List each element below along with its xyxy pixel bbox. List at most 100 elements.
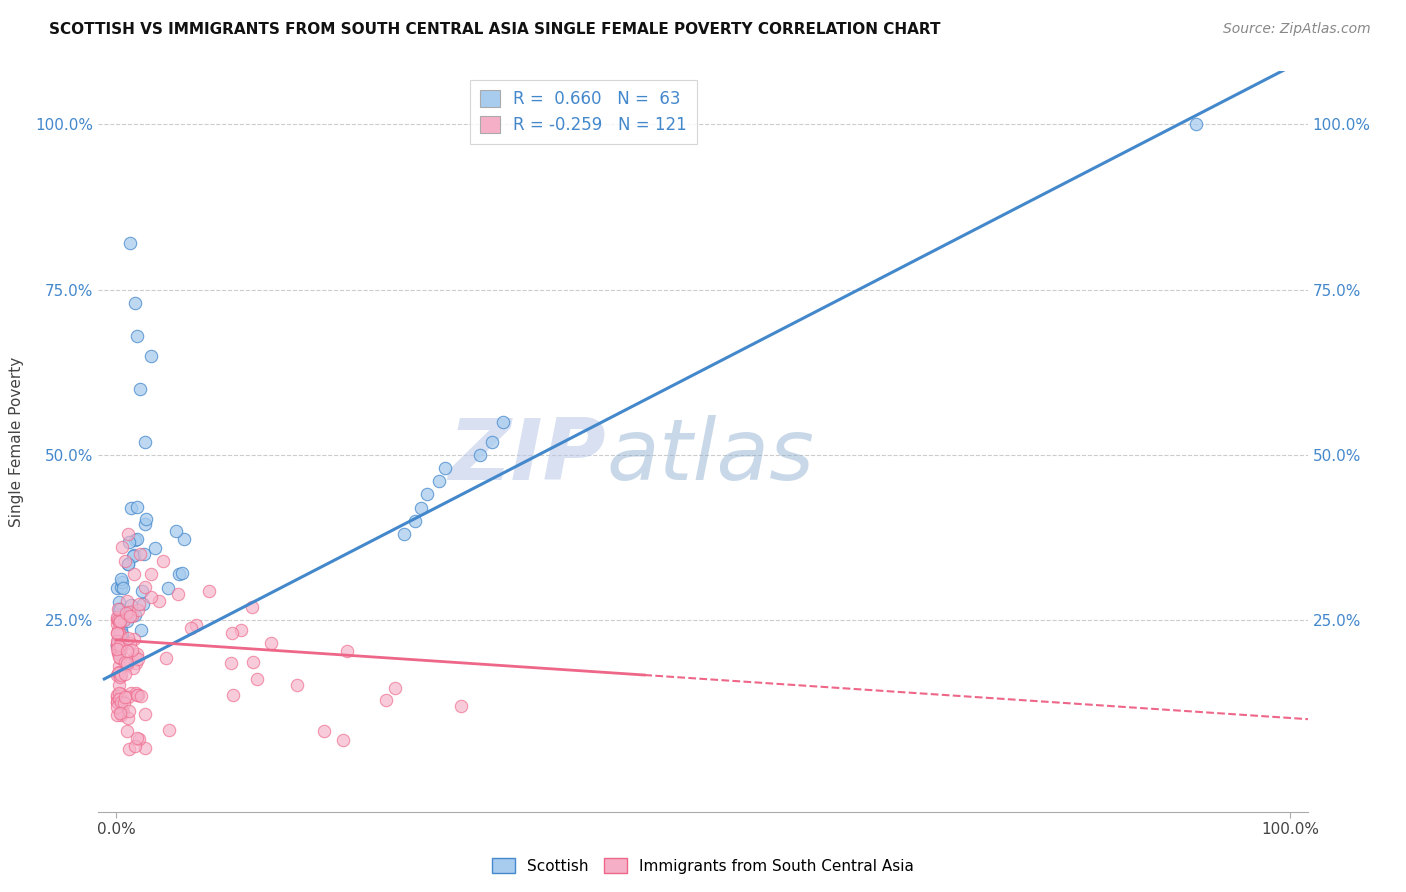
Point [427, 474, 450, 488]
Point [107, 637, 129, 651]
Point [117, 557, 139, 571]
Point [157, 582, 180, 596]
Point [107, 645, 129, 659]
Point [110, 706, 132, 720]
Point [118, 636, 141, 650]
Point [110, 694, 132, 708]
Point [127, 651, 149, 665]
Point [118, 704, 141, 718]
Point [117, 605, 139, 619]
Point [125, 532, 148, 546]
Point [120, 236, 142, 251]
Point [110, 703, 132, 717]
Point [132, 597, 155, 611]
Point [285, 678, 308, 692]
Point [134, 707, 156, 722]
Point [105, 641, 128, 656]
Text: Source: ZipAtlas.com: Source: ZipAtlas.com [1223, 22, 1371, 37]
Point [117, 658, 139, 673]
Point [107, 640, 129, 654]
Point [110, 708, 132, 723]
Point [111, 541, 134, 555]
Point [107, 595, 129, 609]
Point [141, 590, 163, 604]
Point [124, 533, 146, 548]
Point [127, 602, 149, 616]
Point [314, 724, 336, 739]
Point [110, 687, 132, 701]
Point [121, 642, 143, 657]
Text: SCOTTISH VS IMMIGRANTS FROM SOUTH CENTRAL ASIA SINGLE FEMALE POVERTY CORRELATION: SCOTTISH VS IMMIGRANTS FROM SOUTH CENTRA… [49, 22, 941, 37]
Point [433, 461, 456, 475]
Point [157, 723, 180, 738]
Point [105, 636, 128, 650]
Point [108, 608, 131, 623]
Point [110, 623, 132, 637]
Point [240, 599, 263, 614]
Point [114, 655, 136, 669]
Point [114, 690, 136, 704]
Legend: R =  0.660   N =  63, R = -0.259   N = 121: R = 0.660 N = 63, R = -0.259 N = 121 [470, 79, 696, 145]
Point [492, 415, 515, 429]
Point [198, 584, 221, 599]
Point [107, 632, 129, 647]
Point [167, 587, 190, 601]
Point [110, 629, 132, 643]
Point [246, 673, 269, 687]
Point [105, 688, 128, 702]
Text: ZIP: ZIP [449, 415, 606, 498]
Point [107, 665, 129, 680]
Legend: Scottish, Immigrants from South Central Asia: Scottish, Immigrants from South Central … [486, 852, 920, 880]
Point [121, 549, 143, 563]
Point [375, 692, 398, 706]
Point [105, 612, 128, 626]
Point [117, 711, 139, 725]
Point [128, 547, 150, 561]
Point [108, 602, 131, 616]
Y-axis label: Single Female Poverty: Single Female Poverty [10, 357, 24, 526]
Point [125, 657, 148, 671]
Point [152, 553, 174, 567]
Point [112, 697, 135, 711]
Point [112, 613, 135, 627]
Point [108, 665, 131, 679]
Point [221, 625, 243, 640]
Point [155, 650, 177, 665]
Point [105, 690, 128, 705]
Point [120, 686, 142, 700]
Point [105, 610, 128, 624]
Point [105, 625, 128, 640]
Point [107, 602, 129, 616]
Point [108, 602, 131, 616]
Point [332, 733, 354, 747]
Point [115, 644, 138, 658]
Point [107, 625, 129, 640]
Point [125, 685, 148, 699]
Point [134, 741, 156, 756]
Point [105, 668, 128, 682]
Point [118, 742, 141, 756]
Point [125, 688, 148, 702]
Point [121, 609, 143, 624]
Point [108, 628, 131, 642]
Point [108, 628, 131, 642]
Point [117, 690, 139, 704]
Point [143, 541, 166, 555]
Point [107, 678, 129, 692]
Point [110, 581, 132, 595]
Point [110, 692, 132, 706]
Point [173, 532, 195, 546]
Point [384, 681, 406, 695]
Point [114, 666, 136, 681]
Point [107, 639, 129, 653]
Point [231, 623, 253, 637]
Point [108, 640, 131, 654]
Point [122, 632, 145, 646]
Point [124, 649, 146, 664]
Point [141, 566, 163, 581]
Point [124, 608, 146, 623]
Point [105, 617, 128, 632]
Point [108, 646, 131, 660]
Point [108, 650, 131, 665]
Point [125, 647, 148, 661]
